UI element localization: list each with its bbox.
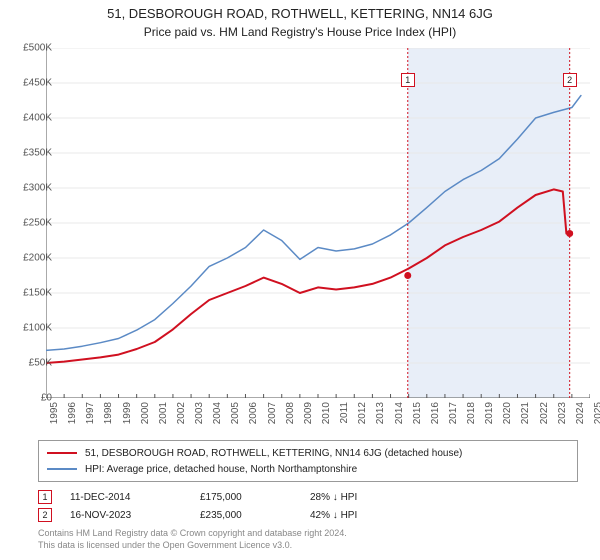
xtick-label: 2005 [230,402,241,424]
sales-badge-2: 2 [38,508,52,522]
chart-svg [46,48,590,398]
xtick-label: 2006 [248,402,259,424]
sales-pct-1: 28% ↓ HPI [310,492,450,503]
xtick-label: 2023 [557,402,568,424]
xtick-label: 1995 [49,402,60,424]
sales-table: 1 11-DEC-2014 £175,000 28% ↓ HPI 2 16-NO… [38,488,578,524]
xtick-label: 2007 [267,402,278,424]
xtick-label: 2021 [520,402,531,424]
sales-pct-2: 42% ↓ HPI [310,510,450,521]
ytick-label: £300K [23,183,52,194]
footer-line1: Contains HM Land Registry data © Crown c… [38,528,578,540]
chart-area [46,48,590,398]
chart-container: 51, DESBOROUGH ROAD, ROTHWELL, KETTERING… [0,0,600,560]
sales-date-1: 11-DEC-2014 [70,492,200,503]
xtick-label: 1998 [103,402,114,424]
ytick-label: £100K [23,323,52,334]
sales-badge-1: 1 [38,490,52,504]
xtick-label: 1997 [85,402,96,424]
sale-marker-badge: 1 [401,73,415,87]
legend-swatch-hpi [47,468,77,470]
title-main: 51, DESBOROUGH ROAD, ROTHWELL, KETTERING… [0,6,600,23]
xtick-label: 1999 [122,402,133,424]
xtick-label: 2022 [539,402,550,424]
xtick-label: 2002 [176,402,187,424]
xtick-label: 2025 [593,402,600,424]
xtick-label: 2010 [321,402,332,424]
xtick-label: 2019 [484,402,495,424]
ytick-label: £350K [23,148,52,159]
legend-swatch-subject [47,452,77,454]
xtick-label: 2012 [357,402,368,424]
sales-row-1: 1 11-DEC-2014 £175,000 28% ↓ HPI [38,488,578,506]
title-sub: Price paid vs. HM Land Registry's House … [0,25,600,39]
xtick-label: 2018 [466,402,477,424]
xtick-label: 2011 [339,402,350,424]
legend-label-subject: 51, DESBOROUGH ROAD, ROTHWELL, KETTERING… [85,448,462,459]
xtick-label: 2016 [430,402,441,424]
ytick-label: £150K [23,288,52,299]
xtick-label: 2001 [158,402,169,424]
sales-price-2: £235,000 [200,510,310,521]
xtick-label: 1996 [67,402,78,424]
title-block: 51, DESBOROUGH ROAD, ROTHWELL, KETTERING… [0,0,600,39]
footer: Contains HM Land Registry data © Crown c… [38,528,578,551]
ytick-label: £500K [23,43,52,54]
xtick-label: 2014 [394,402,405,424]
xtick-label: 2009 [303,402,314,424]
footer-line2: This data is licensed under the Open Gov… [38,540,578,552]
legend-and-sales: 51, DESBOROUGH ROAD, ROTHWELL, KETTERING… [38,440,578,551]
legend-row-hpi: HPI: Average price, detached house, Nort… [47,461,569,477]
ytick-label: £250K [23,218,52,229]
legend-row-subject: 51, DESBOROUGH ROAD, ROTHWELL, KETTERING… [47,445,569,461]
sale-marker-badge: 2 [563,73,577,87]
xtick-label: 2000 [140,402,151,424]
ytick-label: £400K [23,113,52,124]
ytick-label: £50K [29,358,52,369]
xtick-label: 2020 [502,402,513,424]
xtick-label: 2015 [412,402,423,424]
xtick-label: 2017 [448,402,459,424]
xtick-label: 2024 [575,402,586,424]
sales-price-1: £175,000 [200,492,310,503]
xtick-label: 2003 [194,402,205,424]
ytick-label: £200K [23,253,52,264]
sales-row-2: 2 16-NOV-2023 £235,000 42% ↓ HPI [38,506,578,524]
xtick-label: 2013 [375,402,386,424]
xtick-label: 2008 [285,402,296,424]
ytick-label: £450K [23,78,52,89]
legend-frame: 51, DESBOROUGH ROAD, ROTHWELL, KETTERING… [38,440,578,482]
sales-date-2: 16-NOV-2023 [70,510,200,521]
legend-label-hpi: HPI: Average price, detached house, Nort… [85,464,357,475]
xtick-label: 2004 [212,402,223,424]
